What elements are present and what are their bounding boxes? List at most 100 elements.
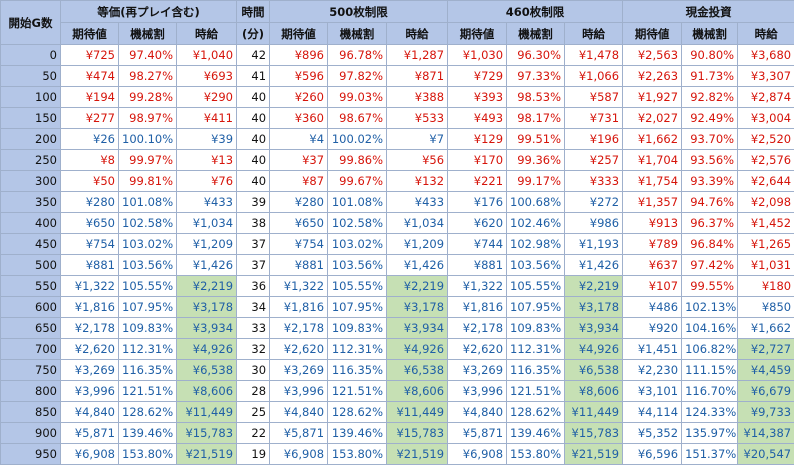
hourly-cell[interactable]: ¥1,662 <box>737 317 794 339</box>
hourly-cell[interactable]: ¥6,679 <box>737 380 794 402</box>
expected-cell[interactable]: ¥881 <box>447 254 508 276</box>
start-g-cell[interactable]: 250 <box>0 149 61 171</box>
expected-cell[interactable]: ¥1,754 <box>622 170 683 192</box>
payout-cell[interactable]: 153.80% <box>506 443 566 465</box>
payout-cell[interactable]: 102.58% <box>118 212 177 234</box>
expected-cell[interactable]: ¥5,871 <box>60 422 119 444</box>
expected-cell[interactable]: ¥6,596 <box>622 443 683 465</box>
payout-cell[interactable]: 93.56% <box>681 149 739 171</box>
hourly-cell[interactable]: ¥3,178 <box>564 296 624 318</box>
payout-cell[interactable]: 98.97% <box>118 107 177 129</box>
payout-cell[interactable]: 99.81% <box>118 170 177 192</box>
expected-cell[interactable]: ¥637 <box>622 254 683 276</box>
hourly-cell[interactable]: ¥1,426 <box>564 254 624 276</box>
expected-cell[interactable]: ¥26 <box>60 128 119 150</box>
hourly-cell[interactable]: ¥1,426 <box>175 254 238 276</box>
payout-cell[interactable]: 139.46% <box>506 422 566 444</box>
payout-cell[interactable]: 97.40% <box>118 44 177 66</box>
hourly-cell[interactable]: ¥3,004 <box>737 107 794 129</box>
payout-cell[interactable]: 96.84% <box>681 233 739 255</box>
expected-cell[interactable]: ¥2,178 <box>60 317 119 339</box>
hourly-cell[interactable]: ¥2,219 <box>386 275 449 297</box>
payout-cell[interactable]: 116.35% <box>327 359 388 381</box>
hourly-cell[interactable]: ¥1,265 <box>737 233 794 255</box>
payout-cell[interactable]: 92.49% <box>681 107 739 129</box>
hourly-cell[interactable]: ¥1,034 <box>386 212 449 234</box>
hourly-cell[interactable]: ¥8,606 <box>564 380 624 402</box>
hourly-cell[interactable]: ¥1,209 <box>386 233 449 255</box>
hourly-cell[interactable]: ¥3,934 <box>564 317 624 339</box>
expected-cell[interactable]: ¥596 <box>269 65 329 87</box>
payout-cell[interactable]: 98.53% <box>506 86 566 108</box>
payout-cell[interactable]: 99.03% <box>327 86 388 108</box>
payout-cell[interactable]: 99.97% <box>118 149 177 171</box>
payout-cell[interactable]: 112.31% <box>327 338 388 360</box>
header-start-g[interactable]: 開始G数 <box>0 0 61 45</box>
hourly-cell[interactable]: ¥4,459 <box>737 359 794 381</box>
expected-cell[interactable]: ¥87 <box>269 170 329 192</box>
hourly-cell[interactable]: ¥533 <box>386 107 449 129</box>
hourly-cell[interactable]: ¥986 <box>564 212 624 234</box>
start-g-cell[interactable]: 450 <box>0 233 61 255</box>
hourly-cell[interactable]: ¥56 <box>386 149 449 171</box>
expected-cell[interactable]: ¥50 <box>60 170 119 192</box>
start-g-cell[interactable]: 900 <box>0 422 61 444</box>
hourly-cell[interactable]: ¥1,193 <box>564 233 624 255</box>
hourly-cell[interactable]: ¥3,307 <box>737 65 794 87</box>
expected-cell[interactable]: ¥4,114 <box>622 401 683 423</box>
hourly-cell[interactable]: ¥21,519 <box>564 443 624 465</box>
expected-cell[interactable]: ¥1,816 <box>447 296 508 318</box>
header-group-500[interactable]: 500枚制限 <box>269 0 449 23</box>
header-group-cash[interactable]: 現金投資 <box>622 0 794 23</box>
hourly-cell[interactable]: ¥2,219 <box>564 275 624 297</box>
hourly-cell[interactable]: ¥180 <box>737 275 794 297</box>
time-cell[interactable]: 32 <box>236 338 271 360</box>
hourly-cell[interactable]: ¥3,934 <box>175 317 238 339</box>
payout-cell[interactable]: 112.31% <box>506 338 566 360</box>
time-cell[interactable]: 33 <box>236 317 271 339</box>
payout-cell[interactable]: 107.95% <box>118 296 177 318</box>
expected-cell[interactable]: ¥3,269 <box>60 359 119 381</box>
hourly-cell[interactable]: ¥433 <box>386 191 449 213</box>
hourly-cell[interactable]: ¥850 <box>737 296 794 318</box>
hourly-cell[interactable]: ¥3,934 <box>386 317 449 339</box>
payout-cell[interactable]: 111.15% <box>681 359 739 381</box>
hourly-cell[interactable]: ¥731 <box>564 107 624 129</box>
hourly-cell[interactable]: ¥272 <box>564 191 624 213</box>
payout-cell[interactable]: 139.46% <box>327 422 388 444</box>
hourly-cell[interactable]: ¥1,031 <box>737 254 794 276</box>
payout-cell[interactable]: 102.98% <box>506 233 566 255</box>
payout-cell[interactable]: 128.62% <box>118 401 177 423</box>
expected-cell[interactable]: ¥2,620 <box>269 338 329 360</box>
time-cell[interactable]: 30 <box>236 359 271 381</box>
time-cell[interactable]: 40 <box>236 107 271 129</box>
expected-cell[interactable]: ¥1,662 <box>622 128 683 150</box>
payout-cell[interactable]: 96.78% <box>327 44 388 66</box>
payout-cell[interactable]: 93.70% <box>681 128 739 150</box>
expected-cell[interactable]: ¥3,269 <box>269 359 329 381</box>
hourly-cell[interactable]: ¥290 <box>175 86 238 108</box>
expected-cell[interactable]: ¥881 <box>269 254 329 276</box>
expected-cell[interactable]: ¥1,927 <box>622 86 683 108</box>
hourly-cell[interactable]: ¥433 <box>175 191 238 213</box>
expected-cell[interactable]: ¥729 <box>447 65 508 87</box>
hourly-cell[interactable]: ¥39 <box>175 128 238 150</box>
payout-cell[interactable]: 109.83% <box>506 317 566 339</box>
expected-cell[interactable]: ¥1,030 <box>447 44 508 66</box>
expected-cell[interactable]: ¥913 <box>622 212 683 234</box>
time-cell[interactable]: 19 <box>236 443 271 465</box>
expected-cell[interactable]: ¥1,322 <box>60 275 119 297</box>
header-payout[interactable]: 機械割 <box>118 22 177 45</box>
payout-cell[interactable]: 94.76% <box>681 191 739 213</box>
payout-cell[interactable]: 103.56% <box>327 254 388 276</box>
expected-cell[interactable]: ¥620 <box>447 212 508 234</box>
payout-cell[interactable]: 128.62% <box>327 401 388 423</box>
payout-cell[interactable]: 101.08% <box>118 191 177 213</box>
expected-cell[interactable]: ¥2,027 <box>622 107 683 129</box>
payout-cell[interactable]: 116.35% <box>506 359 566 381</box>
hourly-cell[interactable]: ¥11,449 <box>564 401 624 423</box>
expected-cell[interactable]: ¥1,816 <box>269 296 329 318</box>
start-g-cell[interactable]: 700 <box>0 338 61 360</box>
payout-cell[interactable]: 106.82% <box>681 338 739 360</box>
start-g-cell[interactable]: 200 <box>0 128 61 150</box>
